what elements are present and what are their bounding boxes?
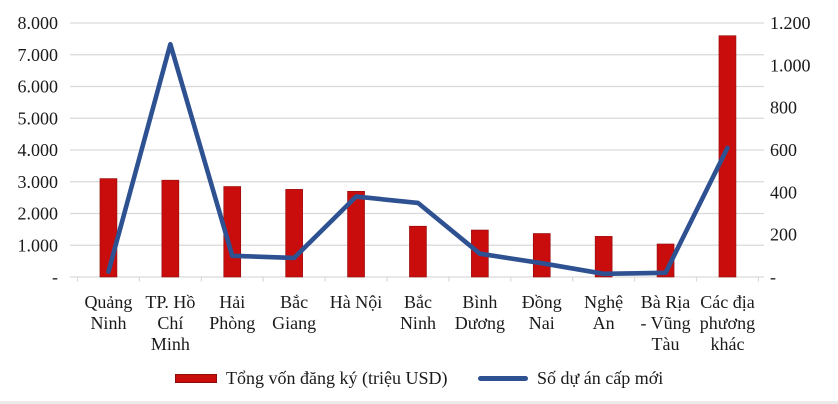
right-axis-tick-label: 800 (770, 98, 797, 118)
left-axis-tick-label: 7.000 (18, 45, 59, 65)
left-axis-tick-label: 3.000 (18, 172, 59, 192)
bar (347, 190, 365, 278)
category-label: Bình Dương (455, 292, 505, 333)
right-axis-tick-label: 600 (770, 140, 797, 160)
category-label: Bắc Ninh (400, 292, 436, 333)
bar (532, 233, 551, 278)
right-axis-tick-label: 400 (770, 182, 797, 202)
bar (409, 225, 427, 278)
right-axis-tick-label: 1.000 (770, 55, 811, 75)
category-label: Hà Nội (330, 292, 383, 312)
bar (594, 236, 613, 278)
left-axis-tick-label: 6.000 (18, 77, 59, 97)
bar (718, 35, 737, 278)
left-axis-tick-label: - (52, 267, 58, 287)
category-label: Đồng Nai (522, 292, 562, 333)
right-axis-tick-label: - (770, 267, 776, 287)
left-axis-tick-label: 2.000 (18, 204, 59, 224)
left-axis-tick-label: 8.000 (18, 13, 59, 33)
bar (285, 189, 303, 278)
category-label: Quảng Ninh (84, 292, 132, 333)
category-label: Bà Rịa - Vũng Tàu (640, 292, 690, 354)
bar (161, 179, 180, 278)
category-label: TP. Hồ Chí Minh (145, 292, 195, 354)
left-axis-tick-label: 1.000 (18, 235, 59, 255)
bar (99, 178, 118, 278)
category-label: Các địa phương khác (700, 292, 755, 354)
right-axis-tick-label: 1.200 (770, 13, 811, 33)
left-axis-tick-label: 5.000 (18, 108, 59, 128)
category-label: Nghệ An (584, 292, 623, 333)
category-label: Hải Phòng (209, 292, 255, 333)
line-series (106, 41, 730, 277)
left-axis-tick-label: 4.000 (18, 140, 59, 160)
right-axis-tick-label: 200 (770, 225, 797, 245)
category-label: Bắc Giang (272, 292, 316, 333)
